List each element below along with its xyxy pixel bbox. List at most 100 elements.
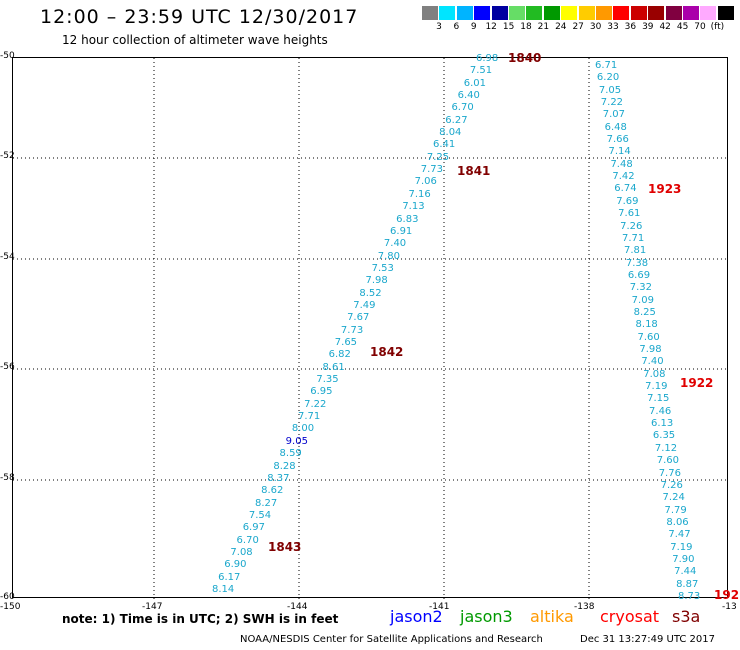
wave-height-value: 6.90: [224, 559, 247, 571]
wave-height-value: 6.48: [604, 121, 627, 133]
legend-swatch: [648, 6, 665, 20]
wave-height-value: 7.26: [660, 479, 683, 491]
pass-label: 1842: [370, 345, 404, 359]
wave-height-value: 7.60: [637, 331, 660, 343]
legend-swatch: [456, 6, 473, 20]
map-title: 12:00 – 23:59 UTC 12/30/2017: [40, 6, 359, 28]
wave-height-value: 7.51: [469, 65, 493, 77]
wave-height-value: 6.35: [652, 430, 676, 442]
wave-height-value: 7.26: [620, 220, 643, 232]
wave-height-value: 7.73: [340, 324, 364, 336]
wave-height-value: 7.07: [602, 109, 625, 121]
wave-height-value: 7.71: [622, 232, 645, 244]
legend-swatch: [613, 6, 630, 20]
legend-swatch: [683, 6, 699, 20]
legend-label: 36: [624, 22, 637, 32]
wave-height-value: 7.90: [672, 553, 695, 565]
wave-height-value: 7.73: [420, 164, 443, 176]
wave-height-value: 7.32: [629, 282, 652, 294]
legend-swatch: [474, 6, 491, 20]
legend-swatch: [596, 6, 612, 20]
wave-height-value: 6.98: [476, 53, 499, 64]
legend-label: 33: [607, 22, 619, 32]
wave-height-value: 7.66: [606, 134, 629, 146]
legend-label: 24: [555, 22, 567, 32]
x-label-lon: -144: [287, 602, 308, 612]
pass-label: 1923: [648, 182, 682, 196]
legend-swatch: [561, 6, 578, 20]
legend-label: (ft): [710, 22, 725, 32]
wave-height-value: 6.70: [236, 534, 259, 546]
wave-height-value: 8.62: [261, 485, 284, 497]
pass-label: 1840: [508, 51, 542, 65]
wave-height-value: 7.40: [641, 356, 664, 368]
wave-height-value: 7.61: [618, 208, 641, 220]
legend-swatch: [439, 6, 456, 20]
wave-height-value: 8.59: [279, 448, 302, 460]
wave-height-value: 7.81: [623, 245, 647, 257]
legend-label: 18: [520, 22, 532, 32]
wave-height-value: 6.95: [310, 386, 333, 398]
map-subtitle: 12 hour collection of altimeter wave hei…: [62, 33, 328, 47]
legend-label: 12: [485, 22, 497, 32]
wave-height-value: 7.24: [662, 492, 685, 504]
legend-label: 39: [642, 22, 654, 32]
wave-height-value: 7.38: [625, 257, 649, 269]
wave-height-value: 9.05: [285, 435, 308, 447]
wave-height-value: 7.08: [230, 546, 253, 558]
x-label-lon: -141: [429, 602, 450, 612]
wave-height-value: 6.91: [390, 225, 413, 237]
wave-height-value: 7.16: [408, 188, 431, 200]
wave-height-value: 6.41: [433, 139, 456, 151]
legend-label: 30: [589, 22, 602, 32]
legend-swatch: [665, 6, 682, 20]
wave-height-value: 7.35: [316, 374, 339, 386]
wave-height-value: 7.15: [647, 393, 670, 405]
wave-height-value: 7.80: [377, 250, 401, 262]
wave-height-value: 6.71: [595, 60, 618, 71]
legend-swatch: [509, 6, 525, 20]
legend-label: 15: [502, 22, 515, 32]
wave-height-value: 7.14: [608, 146, 631, 158]
wave-height-value: 7.69: [616, 195, 639, 207]
legend-label: 3: [436, 22, 442, 32]
y-label-lat: -50: [0, 51, 15, 61]
wave-height-value: 7.76: [658, 467, 681, 479]
wave-height-value: 6.83: [396, 213, 419, 225]
wave-height-value: 8.00: [291, 423, 315, 435]
legend-swatch: [422, 6, 438, 20]
wave-height-value: 7.47: [668, 529, 691, 541]
wave-height-value: 7.19: [645, 381, 668, 393]
wave-height-value: 7.40: [383, 238, 407, 250]
wave-height-value: 6.69: [627, 269, 651, 281]
wave-height-value: 7.19: [670, 541, 693, 553]
x-label-lon: -138: [574, 602, 595, 612]
legend-label: 70: [694, 22, 706, 32]
satellite-altika: altika: [530, 607, 574, 626]
wave-height-value: 7.05: [598, 84, 622, 96]
wave-height-value: 6.17: [218, 571, 241, 583]
legend-label: 27: [572, 22, 584, 32]
pass-label: 1841: [457, 164, 491, 178]
wave-height-value: 8.27: [254, 497, 278, 509]
wave-height-value: 6.97: [242, 522, 265, 534]
wave-height-value: 7.49: [353, 299, 376, 311]
wave-height-value: 8.87: [676, 578, 699, 590]
wave-height-value: 8.37: [267, 472, 290, 484]
legend-label: 42: [659, 22, 671, 32]
legend-swatch: [700, 6, 717, 20]
wave-height-value: 6.82: [328, 349, 351, 361]
wave-height-value: 8.25: [633, 306, 656, 318]
wave-height-value: 7.60: [656, 455, 680, 467]
wave-height-value: 7.98: [365, 275, 388, 287]
wave-height-value: 7.48: [610, 158, 633, 170]
legend-label: 45: [676, 22, 689, 32]
map-plot-area: [12, 57, 729, 599]
legend-label: 9: [470, 22, 477, 32]
pass-label: 1843: [268, 540, 302, 554]
wave-height-value: 8.73: [678, 591, 701, 602]
x-label-lon: -147: [142, 602, 163, 612]
grid-lines: [13, 58, 729, 599]
legend-swatch: [526, 6, 543, 20]
wave-height-value: 8.04: [439, 127, 462, 139]
